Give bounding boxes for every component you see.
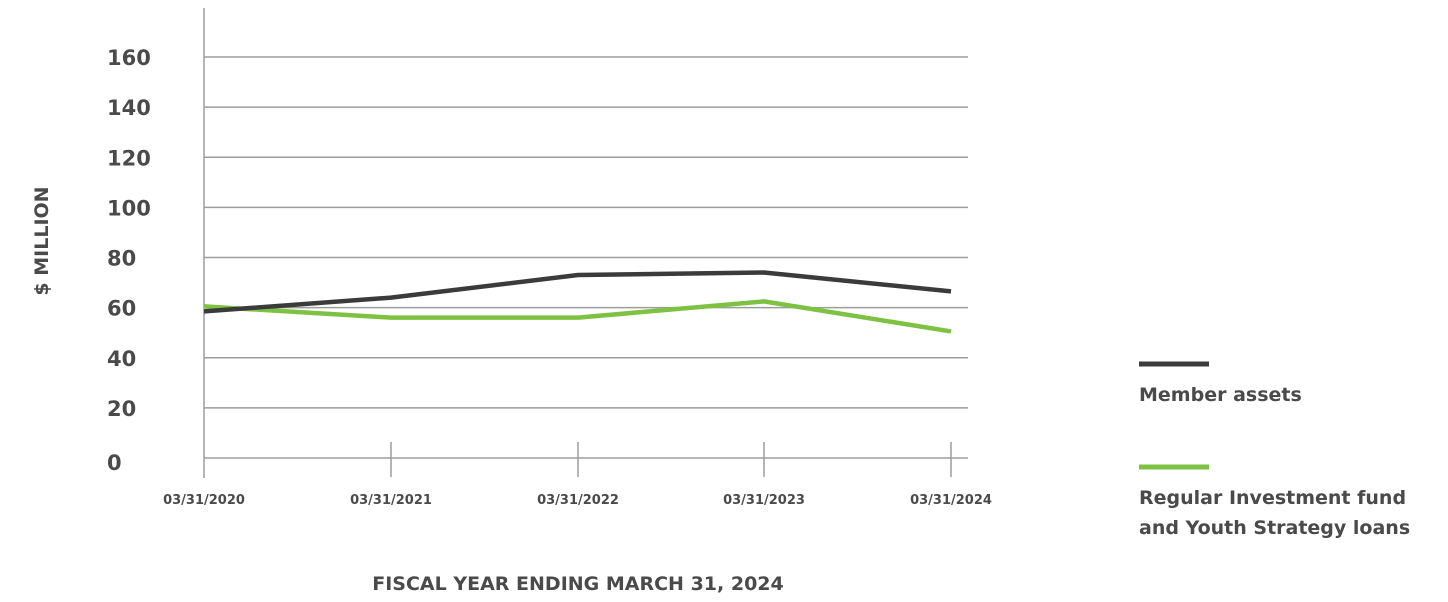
series-layer <box>203 270 952 334</box>
x-tick-label: 03/31/2024 <box>910 493 992 508</box>
series-line-1 <box>203 299 952 334</box>
y-tick-label: 20 <box>107 397 136 421</box>
y-tick-label: 60 <box>107 297 136 321</box>
axis-layer <box>203 8 968 478</box>
legend: Member assets Regular Investment fund and … <box>1139 361 1410 539</box>
y-tick-label: 0 <box>107 451 122 475</box>
x-tick-label: 03/31/2023 <box>723 493 805 508</box>
y-tick-label: 160 <box>107 46 151 70</box>
y-tick-label: 120 <box>107 146 151 170</box>
legend-label-line: and Youth Strategy loans <box>1139 517 1410 539</box>
label-layer: $ MILLION FISCAL YEAR ENDING MARCH 31, 2… <box>31 46 992 595</box>
grid-layer <box>204 56 968 409</box>
x-axis-title: FISCAL YEAR ENDING MARCH 31, 2024 <box>372 573 783 595</box>
x-tick-label: 03/31/2021 <box>350 493 432 508</box>
y-tick-label: 140 <box>107 96 151 120</box>
series-line-0 <box>203 270 952 314</box>
legend-label-line: Regular Investment fund <box>1139 487 1406 509</box>
y-tick-label: 100 <box>107 196 151 220</box>
y-tick-label: 80 <box>107 247 136 271</box>
y-tick-label: 40 <box>107 347 136 371</box>
y-axis-title: $ MILLION <box>31 186 53 295</box>
legend-label: Member assets <box>1139 384 1302 406</box>
x-tick-label: 03/31/2020 <box>163 493 245 508</box>
x-tick-label: 03/31/2022 <box>537 493 619 508</box>
